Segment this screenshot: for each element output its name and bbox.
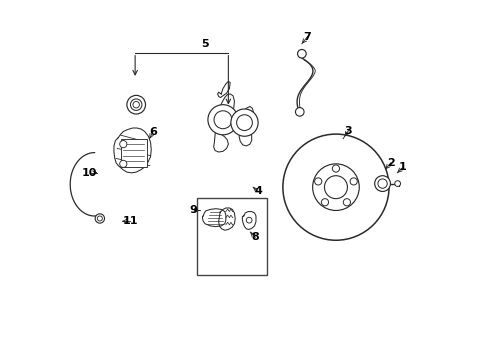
Circle shape [130, 99, 142, 111]
Circle shape [297, 49, 305, 58]
Text: 7: 7 [303, 32, 311, 41]
Circle shape [394, 181, 400, 186]
Circle shape [314, 178, 321, 185]
Circle shape [246, 217, 251, 223]
Bar [121, 139, 146, 167]
Bar [197, 198, 266, 275]
Circle shape [97, 216, 102, 221]
Circle shape [332, 165, 339, 172]
Circle shape [120, 160, 126, 167]
Text: 11: 11 [122, 216, 138, 226]
Circle shape [95, 214, 104, 223]
Circle shape [324, 176, 346, 199]
Circle shape [236, 115, 252, 131]
Circle shape [207, 105, 238, 135]
Circle shape [374, 176, 389, 192]
Circle shape [343, 199, 350, 206]
Circle shape [312, 164, 359, 211]
Circle shape [282, 134, 388, 240]
Text: 9: 9 [189, 206, 197, 216]
Text: 1: 1 [398, 162, 406, 172]
Circle shape [349, 178, 357, 185]
Circle shape [377, 179, 386, 188]
Text: 3: 3 [344, 126, 351, 135]
Circle shape [230, 109, 258, 136]
Circle shape [295, 108, 304, 116]
Circle shape [321, 199, 328, 206]
Circle shape [126, 95, 145, 114]
Circle shape [133, 102, 139, 108]
Text: 10: 10 [81, 168, 97, 178]
Text: 6: 6 [149, 127, 157, 136]
Circle shape [120, 140, 126, 148]
Text: 4: 4 [254, 186, 262, 197]
Text: 8: 8 [251, 232, 259, 242]
Circle shape [214, 111, 231, 129]
Text: 2: 2 [386, 158, 394, 168]
Text: 5: 5 [201, 39, 208, 49]
